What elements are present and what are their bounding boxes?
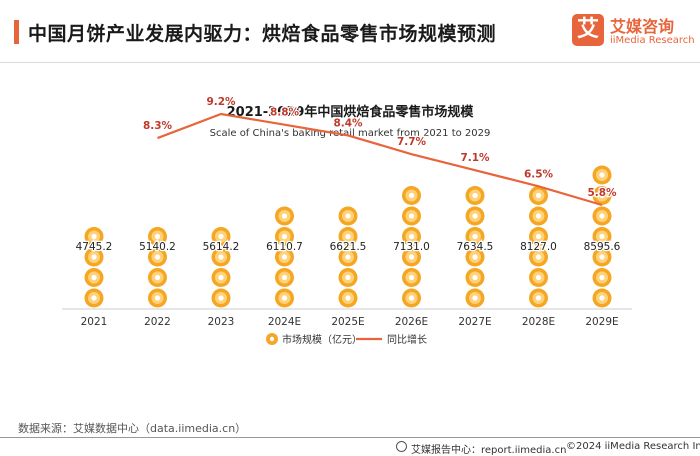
x-tick-label: 2027E xyxy=(458,316,491,328)
growth-value-label: 8.8% xyxy=(270,107,300,119)
bar-2027E xyxy=(465,186,485,308)
bar-2022 xyxy=(148,227,167,308)
page-header: 中国月饼产业发展内驱力：烘焙食品零售市场规模预测 艾 艾媒咨询 iiMedia … xyxy=(0,0,700,62)
bar-value-label: 4745.2 xyxy=(76,241,113,253)
growth-value-label: 7.1% xyxy=(460,152,490,164)
x-tick-label: 2029E xyxy=(585,316,618,328)
baking-market-chart: 2021-2029年中国烘焙食品零售市场规模 Scale of China's … xyxy=(62,95,632,346)
chart-title: 2021-2029年中国烘焙食品零售市场规模 xyxy=(227,104,475,120)
x-tick-label: 2024E xyxy=(268,316,301,328)
chart-subtitle: Scale of China's baking retail market fr… xyxy=(210,128,491,139)
title-accent-bar xyxy=(14,20,19,44)
bar-value-label: 6110.7 xyxy=(266,241,303,253)
growth-value-label: 7.7% xyxy=(397,136,427,148)
x-tick-label: 2021 xyxy=(81,316,108,328)
bar-2029E xyxy=(592,165,612,308)
footer-divider xyxy=(0,437,700,438)
growth-value-label: 8.4% xyxy=(333,117,363,129)
x-tick-label: 2028E xyxy=(522,316,555,328)
svg-text:同比增长: 同比增长 xyxy=(387,333,427,346)
bar-value-label: 7131.0 xyxy=(393,241,430,253)
x-tick-label: 2022 xyxy=(144,316,171,328)
legend-item-market-size: 市场规模（亿元） xyxy=(266,333,362,346)
logo-text-cn: 艾媒咨询 xyxy=(610,17,675,36)
bar-value-label: 8595.6 xyxy=(584,241,621,253)
bar-value-label: 8127.0 xyxy=(520,241,557,253)
growth-value-label: 5.8% xyxy=(587,187,617,199)
bar-2028E xyxy=(529,186,548,308)
bar-2024E xyxy=(275,206,294,308)
bar-2025E xyxy=(338,206,358,308)
x-tick-label: 2023 xyxy=(208,316,235,328)
growth-value-label: 9.2% xyxy=(206,96,236,108)
copyright: ©2024 iiMedia Research Inc xyxy=(566,441,700,452)
bar-2026E xyxy=(402,186,421,308)
bar-value-label: 7634.5 xyxy=(457,241,494,253)
page-title: 中国月饼产业发展内驱力：烘焙食品零售市场规模预测 xyxy=(28,23,497,45)
report-center-icon xyxy=(396,441,407,452)
legend-item-yoy-growth: 同比增长 xyxy=(356,333,427,346)
bar-2021 xyxy=(84,227,104,308)
bar-value-label: 5140.2 xyxy=(139,241,176,253)
header-divider xyxy=(0,62,700,63)
growth-value-label: 8.3% xyxy=(143,120,173,132)
growth-value-label: 6.5% xyxy=(524,168,554,180)
bar-2023 xyxy=(211,227,231,308)
report-center-link[interactable]: 艾媒报告中心：report.iimedia.cn xyxy=(411,445,567,456)
svg-text:市场规模（亿元）: 市场规模（亿元） xyxy=(282,333,362,346)
bar-value-label: 5614.2 xyxy=(203,241,240,253)
x-tick-label: 2025E xyxy=(331,316,364,328)
iimedia-logo-icon: 艾 xyxy=(572,14,604,46)
bar-value-label: 6621.5 xyxy=(330,241,367,253)
x-tick-label: 2026E xyxy=(395,316,428,328)
growth-line xyxy=(157,112,603,207)
logo-text-en: iiMedia Research xyxy=(610,35,695,46)
data-source: 数据来源：艾媒数据中心（data.iimedia.cn） xyxy=(18,422,247,435)
